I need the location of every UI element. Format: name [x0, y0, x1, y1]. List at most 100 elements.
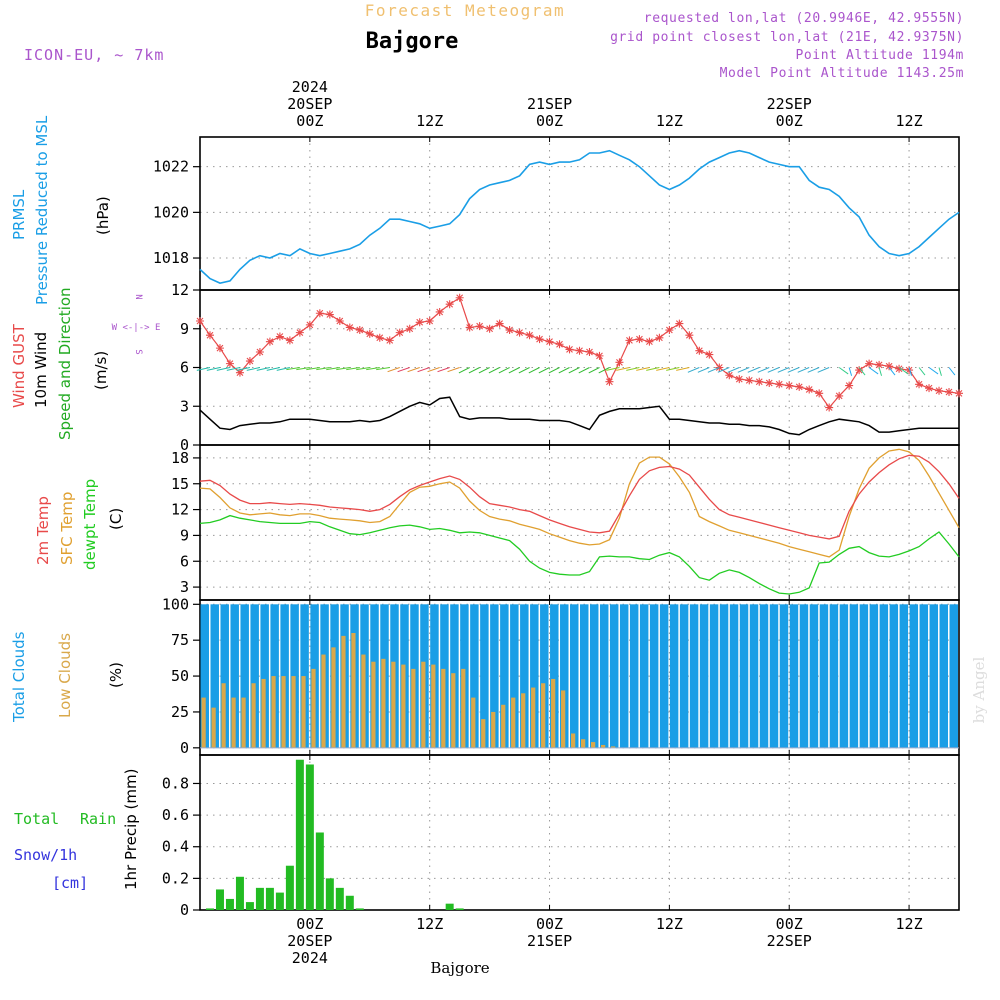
precip-panel: 0 0.2 0.4 0.6 0.8 — [162, 754, 960, 919]
wind-gust-marker — [235, 368, 244, 377]
low-cloud-bar — [471, 697, 476, 748]
wind-gust-marker — [735, 375, 744, 384]
wind-direction-arrow — [316, 367, 330, 371]
wind-direction-arrow — [387, 367, 400, 373]
total-cloud-bar — [540, 604, 549, 748]
low-cloud-bar — [531, 687, 536, 748]
wind-gust-marker — [805, 385, 814, 394]
wind-direction-arrow — [417, 367, 430, 373]
total-cloud-bar — [799, 604, 809, 748]
pressure-label-2: Pressure Reduced to MSL — [33, 115, 51, 305]
precip-bar — [305, 764, 314, 910]
temp-label-1: 2m Temp — [34, 496, 52, 565]
temp-label-2: SFC Temp — [58, 492, 76, 565]
total-cloud-bar — [729, 604, 739, 748]
wind-gust-marker — [605, 377, 614, 386]
wind-direction-arrow — [437, 367, 450, 373]
wind-direction-arrow — [528, 367, 540, 374]
wind-gust-marker — [305, 320, 314, 329]
wind-gust-marker — [435, 307, 444, 316]
precip-bar — [205, 908, 214, 910]
clouds-ytick-label: 50 — [171, 667, 189, 685]
total-cloud-bar — [929, 604, 939, 748]
total-cloud-bar — [530, 604, 539, 748]
bottom-time-tick-label: 22SEP — [767, 932, 812, 950]
precip-bar — [265, 887, 274, 910]
wind-gust-marker — [625, 336, 634, 345]
top-time-tick-label: 00Z — [776, 112, 803, 130]
wind-direction-arrow — [296, 367, 310, 371]
wind-gust-marker — [775, 380, 784, 389]
wind-gust-marker — [915, 380, 924, 389]
wind-gust-marker — [255, 348, 264, 356]
precip-ytick-label: 0.2 — [162, 869, 189, 887]
wind-direction-arrow — [346, 367, 360, 371]
total-cloud-bar — [609, 604, 619, 748]
clouds-panel: 0 25 50 75 100 — [162, 595, 960, 757]
wind-gust-marker — [395, 328, 404, 337]
wind-direction-arrow — [747, 367, 760, 373]
product-title: Forecast Meteogram — [365, 1, 565, 20]
wind-gust-marker — [335, 317, 344, 325]
wind-label-3: Speed and Direction — [56, 287, 74, 440]
wind-direction-arrow — [858, 367, 866, 376]
wind-direction-arrow — [948, 367, 956, 376]
low-cloud-bar — [291, 676, 296, 748]
wind-gust-marker — [855, 366, 864, 375]
wind-gust-marker — [755, 377, 764, 386]
low-cloud-bar — [241, 697, 246, 748]
low-cloud-bar — [401, 664, 406, 748]
wind-direction-arrow — [687, 367, 700, 373]
wind-gust-marker — [905, 366, 914, 375]
wind-gust-marker — [795, 382, 804, 391]
sfc-temp-line — [199, 448, 960, 558]
precip-bar — [335, 887, 344, 910]
wind-direction-arrow — [427, 367, 440, 373]
wind-gust-marker — [415, 318, 424, 327]
wind-direction-arrow — [938, 367, 942, 376]
wind-gust-marker — [575, 346, 584, 355]
compass-north: N — [133, 294, 143, 299]
bottom-time-tick-label: 00Z — [776, 915, 803, 933]
precip-bar — [445, 903, 454, 910]
pressure-ytick-label: 1022 — [153, 158, 189, 176]
low-cloud-bar — [431, 664, 436, 748]
wind-gust-marker — [885, 362, 894, 371]
wind-gust-marker — [955, 389, 963, 398]
wind-gust-marker — [375, 333, 384, 342]
low-cloud-bar — [281, 676, 286, 748]
pressure-label-1: PRMSL — [10, 189, 28, 240]
total-cloud-bar — [879, 604, 889, 748]
total-cloud-bar — [210, 604, 219, 748]
temp-ytick-label: 12 — [171, 501, 189, 519]
low-cloud-bar — [421, 661, 426, 748]
wind-gust-marker — [355, 326, 364, 335]
total-cloud-bar — [599, 604, 609, 748]
wind-direction-arrow — [216, 367, 231, 371]
low-cloud-bar — [461, 668, 466, 748]
low-cloud-bar — [311, 668, 316, 748]
precip-bar — [235, 876, 244, 910]
wind-direction-arrow — [206, 367, 221, 371]
wind-direction-arrow — [727, 367, 740, 373]
total-cloud-bar — [789, 604, 799, 748]
total-cloud-bar — [869, 604, 879, 748]
wind-gust-marker — [275, 332, 284, 341]
temp-ytick-label: 18 — [171, 449, 189, 467]
wind-direction-arrow — [928, 367, 939, 375]
low-cloud-bar — [411, 668, 416, 748]
wind-gust-marker — [935, 386, 944, 395]
top-time-tick-label: 00Z — [296, 112, 323, 130]
wind-direction-arrow — [286, 367, 300, 371]
wind-gust-marker — [705, 350, 714, 359]
wind-direction-arrow — [606, 367, 620, 371]
wind-gust-marker — [505, 326, 514, 335]
precip-bar — [225, 898, 234, 910]
wind-panel: 0 3 6 9 12 — [171, 281, 963, 454]
wind-direction-arrow — [737, 367, 750, 373]
bottom-time-tick-label: 12Z — [896, 915, 923, 933]
grid-point: grid point closest lon,lat (21E, 42.9375… — [610, 30, 964, 45]
wind-direction-arrow — [616, 367, 630, 371]
wind-direction-arrow — [488, 367, 500, 374]
wind-direction-arrow — [787, 367, 800, 373]
